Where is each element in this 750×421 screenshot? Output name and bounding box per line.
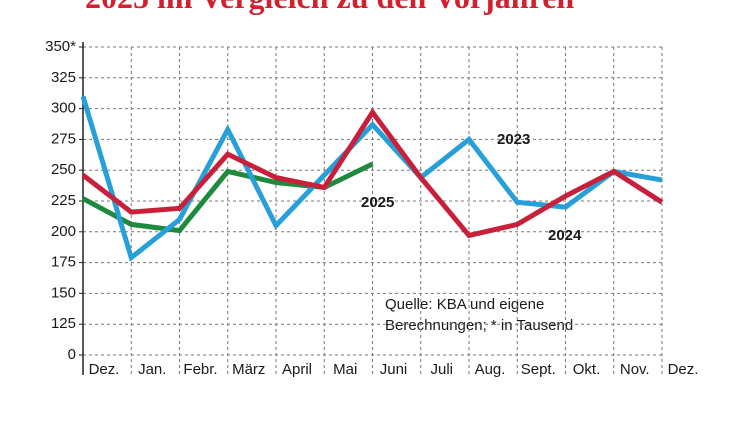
series-line — [80, 95, 663, 262]
y-tick-label: 200 — [51, 223, 76, 240]
y-tick-label: 250 — [51, 161, 76, 178]
x-tick-label: Febr. — [183, 361, 217, 378]
x-tick-label: Aug. — [475, 361, 506, 378]
x-tick-label: Okt. — [573, 361, 601, 378]
x-tick-label: Sept. — [521, 361, 556, 378]
x-tick-label: April — [282, 361, 312, 378]
x-tick-label: Nov. — [620, 361, 650, 378]
y-tick-label: 275 — [51, 130, 76, 147]
series-label: 2025 — [361, 194, 394, 211]
chart-title: 2025 im Vergleich zu den Vorjahren — [85, 0, 574, 15]
series-label: 2023 — [497, 131, 530, 148]
annotation: Berechnungen; * in Tausend — [385, 317, 573, 334]
annotation: Quelle: KBA und eigene — [385, 296, 544, 313]
x-tick-label: Juli — [430, 361, 453, 378]
series-label: 2024 — [548, 227, 582, 244]
y-tick-label: 325 — [51, 69, 76, 86]
y-tick-label: 175 — [51, 254, 76, 271]
x-tick-label: Juni — [380, 361, 408, 378]
x-tick-label: Dez. — [668, 361, 699, 378]
x-tick-label: Dez. — [89, 361, 120, 378]
y-tick-label: 225 — [51, 192, 76, 209]
series-line — [81, 107, 664, 239]
y-tick-label: 0 — [68, 346, 76, 363]
x-tick-label: Jan. — [138, 361, 166, 378]
y-tick-label: 150 — [51, 284, 76, 301]
y-tick-label: 125 — [51, 315, 76, 332]
y-tick-label: 300 — [51, 100, 76, 117]
y-tick-label: 350* — [45, 38, 76, 55]
x-tick-label: März — [232, 361, 265, 378]
x-tick-label: Mai — [333, 361, 357, 378]
